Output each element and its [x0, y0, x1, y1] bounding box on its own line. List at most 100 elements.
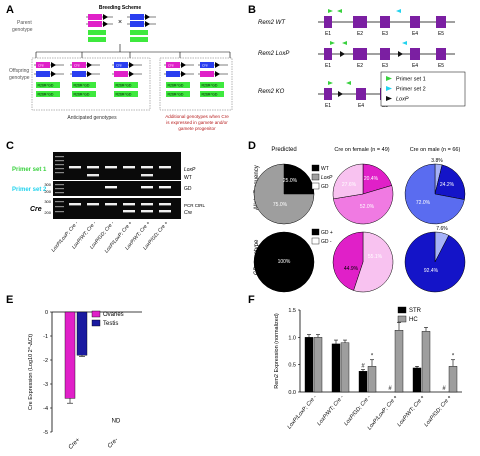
pie-label: 92.4% — [424, 268, 439, 274]
x-tick-label: LoxP/WT; Cre + — [396, 394, 426, 428]
primer2-icon — [386, 86, 392, 91]
legend-swatch-testis — [91, 319, 101, 327]
band-loxp — [105, 166, 117, 169]
marker-200-1: 200 — [44, 163, 51, 168]
pie-slice — [283, 163, 315, 195]
allele-box — [166, 71, 180, 77]
ladder-band — [55, 160, 64, 162]
legend-swatch-hc — [397, 315, 407, 323]
exon-box — [324, 16, 332, 28]
pie-label: 100% — [278, 259, 291, 265]
y-tick-label: -4 — [43, 406, 48, 412]
bar-str — [304, 337, 314, 393]
y-tick-label: 1.0 — [288, 335, 296, 341]
significance-marker: * — [371, 354, 374, 360]
panel-letter-b: B — [248, 4, 256, 16]
loxp-icon — [386, 96, 392, 101]
loxp-marker — [129, 71, 134, 77]
cre-tag: Cre — [38, 64, 44, 68]
chart-e: 0 -1 -2 -3 -4 -5 Cre Expression (Log10 2^-ΔCt)… — [28, 310, 142, 451]
pie-label: 3.8% — [431, 158, 443, 164]
pie-label: 44.9% — [344, 266, 359, 272]
panel-letter-e: E — [6, 294, 13, 306]
ladder-band — [55, 188, 64, 190]
cre-tag: Cre — [168, 64, 174, 68]
primer1-arrow — [328, 9, 333, 13]
offspring-label-line2: genotype — [9, 75, 30, 81]
pie-slice — [434, 164, 466, 200]
panel-c: C Primer set 1 Primer set 2 Cre 300 200 … — [6, 140, 206, 254]
significance-marker: * — [452, 354, 455, 360]
pie-slice — [404, 163, 465, 225]
col-header-predicted: Predicted — [271, 147, 296, 153]
loxp-marker — [215, 71, 220, 77]
exon-label: E3 — [382, 63, 388, 69]
pie-label: 20.4% — [364, 176, 379, 182]
pie-label: 7.6% — [436, 226, 448, 232]
pie-slice — [332, 163, 364, 200]
pie-slice — [253, 231, 315, 293]
cross-symbol: × — [118, 19, 122, 26]
gene-map-row: E1 E2 E3 E4 E5 — [318, 9, 455, 37]
rosa-tag: R26R^GD — [38, 93, 54, 97]
loxp-site — [338, 91, 343, 97]
pie-charts: 25.0% 75.0% 20.4% 52.0% 27.6% 3.8% 24.2% 72.0% 1… — [253, 158, 466, 293]
y-axis-label: Cre Expression (Log10 2^-ΔCt) — [28, 334, 34, 410]
pie-label: 72.0% — [416, 200, 431, 206]
ladder-band — [55, 184, 64, 186]
legend-str: STR — [409, 308, 422, 314]
legend-swatch-str — [397, 306, 407, 314]
bar-hc — [340, 342, 350, 393]
rosa-tag: R26R^GD — [116, 84, 132, 88]
band-pcr-ctrl — [87, 203, 99, 206]
loxp-site — [340, 51, 345, 57]
primer1-arrow — [337, 9, 342, 13]
pie-label: 52.0% — [360, 204, 375, 210]
exon-label: E2 — [357, 31, 363, 37]
band-pcr-ctrl — [141, 203, 153, 206]
legend-loxp-d: LoxP — [321, 175, 333, 181]
significance-marker: # — [388, 386, 392, 392]
breeding-scheme-title: Breeding Scheme — [99, 5, 141, 11]
panel-e: E 0 -1 -2 -3 -4 -5 Cre Expression (Log10 2^-ΔC… — [6, 294, 142, 451]
rosa-box — [200, 91, 224, 97]
offspring-column: Cre R26R^GD R26R^GD — [34, 62, 64, 97]
x-tick-label: LoxP/GD; Cre - — [343, 394, 372, 427]
exon-box — [324, 48, 332, 60]
legend-wt: WT — [321, 166, 329, 172]
primer1-arrow — [328, 81, 333, 85]
offspring-column: Cre R26R^GD R26R^GD — [112, 62, 142, 97]
exon-box — [356, 88, 366, 100]
band-cre — [159, 210, 171, 213]
pie-label: 55.1% — [368, 254, 383, 260]
rosa-box — [114, 91, 138, 97]
allele-box — [36, 71, 50, 77]
allele-box — [72, 71, 86, 77]
marker-300-2: 300 — [44, 182, 51, 187]
rosa-tag: R26R^GD — [74, 84, 90, 88]
band-cre — [141, 210, 153, 213]
loxp-marker — [129, 62, 134, 68]
offspring-column: Cre R26R^GD R26R^GD — [70, 62, 100, 97]
band-wt — [141, 174, 153, 177]
y-tick-label: -3 — [43, 382, 48, 388]
band-pcr-ctrl — [159, 203, 171, 206]
band-gd — [105, 186, 117, 189]
additional-caption-1: Additional genotypes when Cre — [165, 114, 229, 119]
additional-caption-2: is expressed in gamete and/or — [166, 120, 228, 125]
exon-box — [380, 48, 390, 60]
loxp-marker — [87, 62, 92, 68]
exon-box — [410, 48, 420, 60]
marker-200-3: 200 — [44, 210, 51, 215]
pie-label: 75.0% — [273, 202, 288, 208]
rosa-tag: R26R^GD — [202, 93, 218, 97]
pie-slice — [404, 231, 466, 293]
cre-tag: Cre — [202, 64, 208, 68]
legend-gd-genotype: GD + GD - — [311, 228, 333, 245]
panel-letter-f: F — [248, 294, 255, 306]
ladder-band — [55, 192, 64, 194]
exon-box — [410, 16, 420, 28]
band-loxp — [159, 166, 171, 169]
primer2-arrow — [396, 9, 401, 13]
band-pcr-ctrl — [123, 203, 135, 206]
